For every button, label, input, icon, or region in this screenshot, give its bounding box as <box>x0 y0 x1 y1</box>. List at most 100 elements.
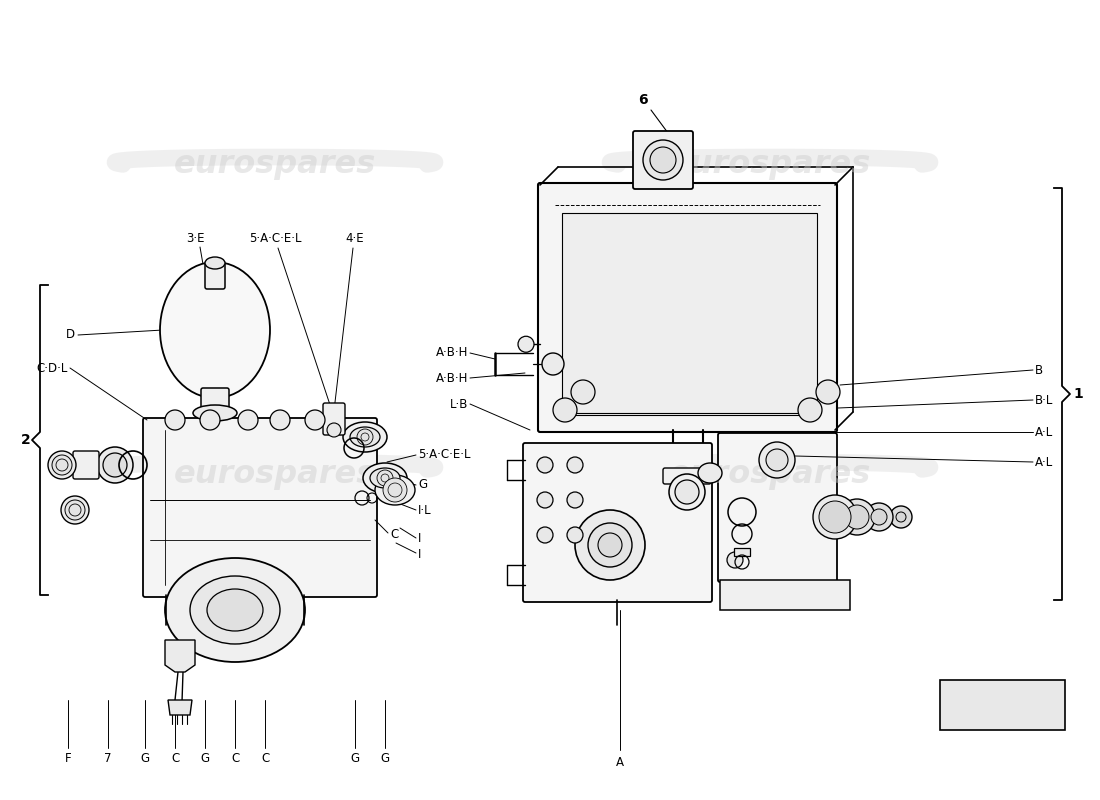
Circle shape <box>381 474 389 482</box>
Text: I: I <box>418 549 421 562</box>
Text: 3·E: 3·E <box>186 231 205 245</box>
Circle shape <box>270 410 290 430</box>
Ellipse shape <box>698 463 722 483</box>
Text: C: C <box>390 529 398 542</box>
Text: F: F <box>65 751 72 765</box>
Circle shape <box>575 510 645 580</box>
Circle shape <box>845 505 869 529</box>
Text: I: I <box>418 531 421 545</box>
Text: G: G <box>418 478 427 491</box>
Circle shape <box>327 423 341 437</box>
Bar <box>562 213 817 413</box>
Text: 5·A·C·E·L: 5·A·C·E·L <box>418 449 471 462</box>
Circle shape <box>56 459 68 471</box>
Circle shape <box>537 457 553 473</box>
Circle shape <box>358 429 373 445</box>
Circle shape <box>388 483 401 497</box>
FancyBboxPatch shape <box>205 263 225 289</box>
Ellipse shape <box>370 468 400 488</box>
FancyBboxPatch shape <box>323 403 345 435</box>
Circle shape <box>305 410 324 430</box>
Circle shape <box>566 492 583 508</box>
Text: 4·E: 4·E <box>345 231 364 245</box>
Text: 5·A·C·E·L: 5·A·C·E·L <box>249 231 301 245</box>
Text: B·L: B·L <box>1035 394 1054 406</box>
Ellipse shape <box>363 463 407 493</box>
Circle shape <box>566 527 583 543</box>
Text: C: C <box>231 751 239 765</box>
Ellipse shape <box>97 447 133 483</box>
Text: C: C <box>170 751 179 765</box>
FancyBboxPatch shape <box>73 451 99 479</box>
Text: G: G <box>141 751 150 765</box>
FancyBboxPatch shape <box>201 388 229 414</box>
Circle shape <box>361 433 368 441</box>
Text: G: G <box>381 751 389 765</box>
Ellipse shape <box>669 474 705 510</box>
Circle shape <box>377 470 393 486</box>
FancyBboxPatch shape <box>632 131 693 189</box>
Circle shape <box>598 533 622 557</box>
Ellipse shape <box>103 453 127 477</box>
Ellipse shape <box>766 449 788 471</box>
Circle shape <box>865 503 893 531</box>
Text: eurospares: eurospares <box>669 459 871 490</box>
Circle shape <box>839 499 875 535</box>
FancyBboxPatch shape <box>522 443 712 602</box>
Circle shape <box>537 527 553 543</box>
Circle shape <box>813 495 857 539</box>
Ellipse shape <box>165 558 305 662</box>
Text: B: B <box>1035 363 1043 377</box>
Circle shape <box>553 398 578 422</box>
Text: A·B·H: A·B·H <box>436 346 468 359</box>
Circle shape <box>798 398 822 422</box>
Ellipse shape <box>48 451 76 479</box>
Circle shape <box>238 410 258 430</box>
Circle shape <box>816 380 840 404</box>
Text: A·L: A·L <box>1035 455 1054 469</box>
Circle shape <box>200 410 220 430</box>
Circle shape <box>566 457 583 473</box>
Text: 6: 6 <box>638 93 648 107</box>
Circle shape <box>890 506 912 528</box>
Circle shape <box>727 552 742 568</box>
Text: 1: 1 <box>1074 387 1082 401</box>
Polygon shape <box>720 580 850 610</box>
Polygon shape <box>168 700 192 715</box>
Ellipse shape <box>350 427 380 447</box>
Circle shape <box>537 492 553 508</box>
Ellipse shape <box>160 262 270 398</box>
Text: 2: 2 <box>21 433 31 447</box>
Ellipse shape <box>759 442 795 478</box>
FancyBboxPatch shape <box>143 418 377 597</box>
Text: eurospares: eurospares <box>174 150 376 181</box>
Ellipse shape <box>60 496 89 524</box>
Ellipse shape <box>192 405 236 421</box>
Text: L·B: L·B <box>450 398 468 410</box>
Text: A: A <box>616 755 624 769</box>
Ellipse shape <box>675 480 698 504</box>
Ellipse shape <box>644 140 683 180</box>
Circle shape <box>820 501 851 533</box>
FancyBboxPatch shape <box>538 183 837 432</box>
Text: G: G <box>200 751 210 765</box>
Circle shape <box>871 509 887 525</box>
Circle shape <box>542 353 564 375</box>
Text: C: C <box>261 751 270 765</box>
Text: 7: 7 <box>104 751 112 765</box>
Text: eurospares: eurospares <box>174 459 376 490</box>
Circle shape <box>896 512 906 522</box>
Text: I·L: I·L <box>418 503 431 517</box>
Circle shape <box>588 523 632 567</box>
FancyBboxPatch shape <box>663 468 711 484</box>
Ellipse shape <box>343 422 387 452</box>
Polygon shape <box>165 640 195 672</box>
Text: eurospares: eurospares <box>669 150 871 181</box>
Ellipse shape <box>650 147 676 173</box>
Ellipse shape <box>375 475 415 505</box>
Circle shape <box>65 500 85 520</box>
Circle shape <box>571 380 595 404</box>
Circle shape <box>383 478 407 502</box>
Text: G: G <box>351 751 360 765</box>
Circle shape <box>52 455 72 475</box>
